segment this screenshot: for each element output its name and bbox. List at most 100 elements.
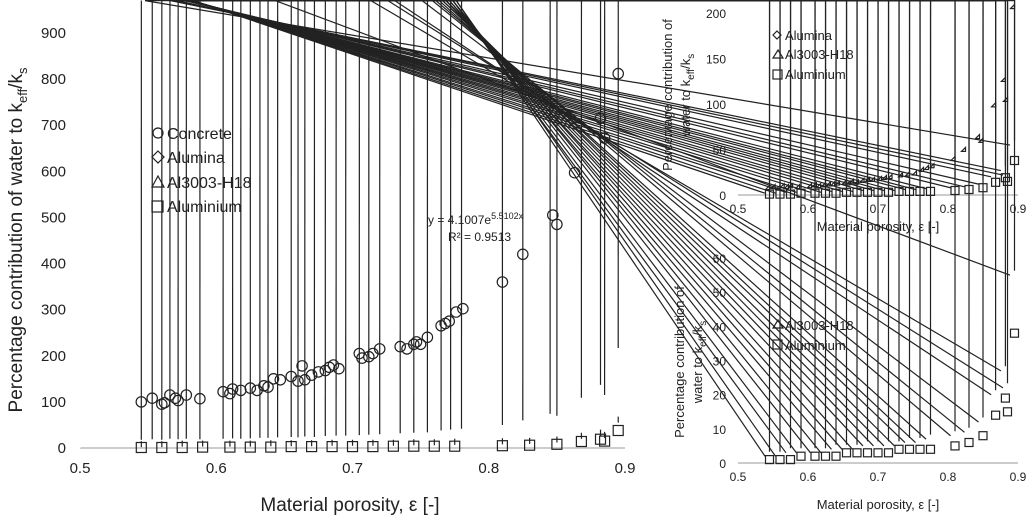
y-tick-label: 0 [719, 189, 726, 203]
point-aluminium [367, 441, 379, 453]
point-aluminium [197, 441, 209, 453]
y-tick-label: 100 [41, 394, 66, 411]
main-y-ticks: 0 100 200 300 400 500 600 700 800 900 [41, 25, 66, 457]
top-right-legend: Alumina Al3003-H18 Aluminium [771, 28, 854, 82]
point-al3003-h18 [448, 0, 837, 450]
bottom-right-x-axis-label: Material porosity, ε [-] [817, 497, 940, 512]
point-aluminium [244, 441, 256, 453]
tr-legend-label-alumina: Alumina [785, 28, 833, 43]
legend-marker-concrete [152, 127, 164, 139]
legend-label-al3003: Al3003-H18 [167, 175, 252, 192]
top-right-y-axis-label-line2: water to keff/ks [678, 54, 697, 137]
point-aluminium [883, 448, 894, 458]
y-tick-label: 10 [713, 423, 727, 437]
point-aluminium [594, 433, 607, 445]
tr-legend-marker-aluminium [772, 69, 783, 80]
point-aluminium [964, 437, 974, 448]
point-concrete [274, 373, 287, 386]
y-tick-label: 700 [41, 117, 66, 134]
point-aluminium [1000, 393, 1011, 403]
point-aluminium [925, 444, 936, 454]
y-tick-label: 900 [41, 25, 66, 42]
point-aluminium [387, 440, 399, 452]
point-aluminium [831, 451, 841, 461]
main-y-axis-label: Percentage contribution of water to keff… [6, 67, 30, 412]
point-concrete [457, 302, 469, 315]
point-aluminium [775, 455, 785, 465]
main-x-axis-label: Material porosity, ε [-] [260, 495, 439, 516]
point-concrete [312, 366, 325, 378]
y-tick-label: 0 [58, 440, 66, 457]
y-tick-label: 600 [41, 163, 66, 180]
x-tick-label: 0.6 [800, 470, 817, 484]
point-aluminium [841, 448, 852, 458]
y-tick-label: 200 [706, 7, 726, 21]
x-tick-label: 0.8 [940, 470, 957, 484]
point-aluminium [449, 440, 461, 452]
x-tick-label: 0.8 [478, 460, 499, 477]
point-al3003-h18 [451, 0, 802, 454]
point-aluminium [904, 444, 915, 454]
point-concrete [414, 338, 427, 351]
legend-marker-alumina [151, 150, 165, 164]
point-aluminium [135, 441, 147, 454]
point-aluminium [176, 441, 188, 454]
point-aluminium [326, 441, 338, 453]
point-aluminium [612, 424, 624, 437]
x-tick-label: 0.5 [730, 202, 747, 216]
y-tick-label: 20 [713, 389, 727, 403]
tr-legend-marker-al3003 [771, 48, 785, 59]
y-tick-label: 0 [719, 457, 726, 471]
point-alumina [1009, 3, 1016, 10]
bottom-right-y-axis-label-line2: water to keff/ks [690, 321, 709, 404]
point-aluminium [156, 441, 168, 454]
point-aluminium [852, 448, 862, 458]
y-tick-label: 300 [41, 302, 66, 319]
br-legend-label-aluminium: Aluminium [785, 338, 846, 353]
point-alumina [928, 162, 935, 169]
point-alumina [778, 182, 785, 189]
x-tick-label: 0.5 [730, 470, 747, 484]
main-legend: Concrete Alumina Al3003-H18 Aluminium [150, 126, 252, 216]
bottom-right-data-points [274, 0, 1020, 465]
point-al3003-h18 [451, 0, 792, 454]
br-legend-marker-al3003 [771, 318, 785, 329]
point-aluminium [523, 439, 536, 451]
bottom-right-x-ticks: 0.5 0.6 0.7 0.8 0.9 [730, 470, 1027, 484]
y-tick-label: 100 [706, 98, 726, 112]
point-concrete [356, 352, 368, 364]
point-concrete [443, 315, 455, 327]
x-tick-label: 0.9 [615, 460, 636, 477]
point-concrete [450, 306, 462, 318]
point-alumina [806, 182, 813, 189]
x-tick-label: 0.6 [800, 202, 817, 216]
x-tick-label: 0.7 [342, 460, 363, 477]
point-aluminium [1009, 328, 1020, 338]
y-tick-label: 800 [41, 71, 66, 88]
point-aluminium [428, 440, 440, 452]
point-concrete [296, 360, 308, 372]
point-aluminium [796, 451, 806, 461]
point-aluminium [408, 440, 420, 452]
top-right-y-axis-label-line1: Percentage contribution of [660, 19, 675, 171]
point-alumina [922, 164, 930, 171]
point-aluminium [915, 444, 925, 454]
point-aluminium [346, 441, 359, 453]
point-aluminium [810, 451, 820, 461]
point-aluminium [306, 441, 318, 453]
legend-marker-al3003 [150, 174, 166, 188]
tr-legend-label-al3003: Al3003-H18 [785, 47, 854, 62]
y-tick-label: 500 [41, 209, 66, 226]
point-aluminium [224, 441, 236, 453]
x-tick-label: 0.7 [870, 470, 887, 484]
point-aluminium [950, 441, 960, 451]
point-aluminium [551, 438, 563, 450]
x-tick-label: 0.9 [1010, 470, 1027, 484]
point-alumina [960, 145, 967, 153]
br-legend-marker-aluminium [772, 339, 783, 350]
bottom-right-y-axis-label-line1: Percentage contribution of [672, 286, 687, 438]
bottom-right-legend: Al3003-H18 Aluminium [771, 318, 854, 353]
point-aluminium [575, 435, 588, 448]
